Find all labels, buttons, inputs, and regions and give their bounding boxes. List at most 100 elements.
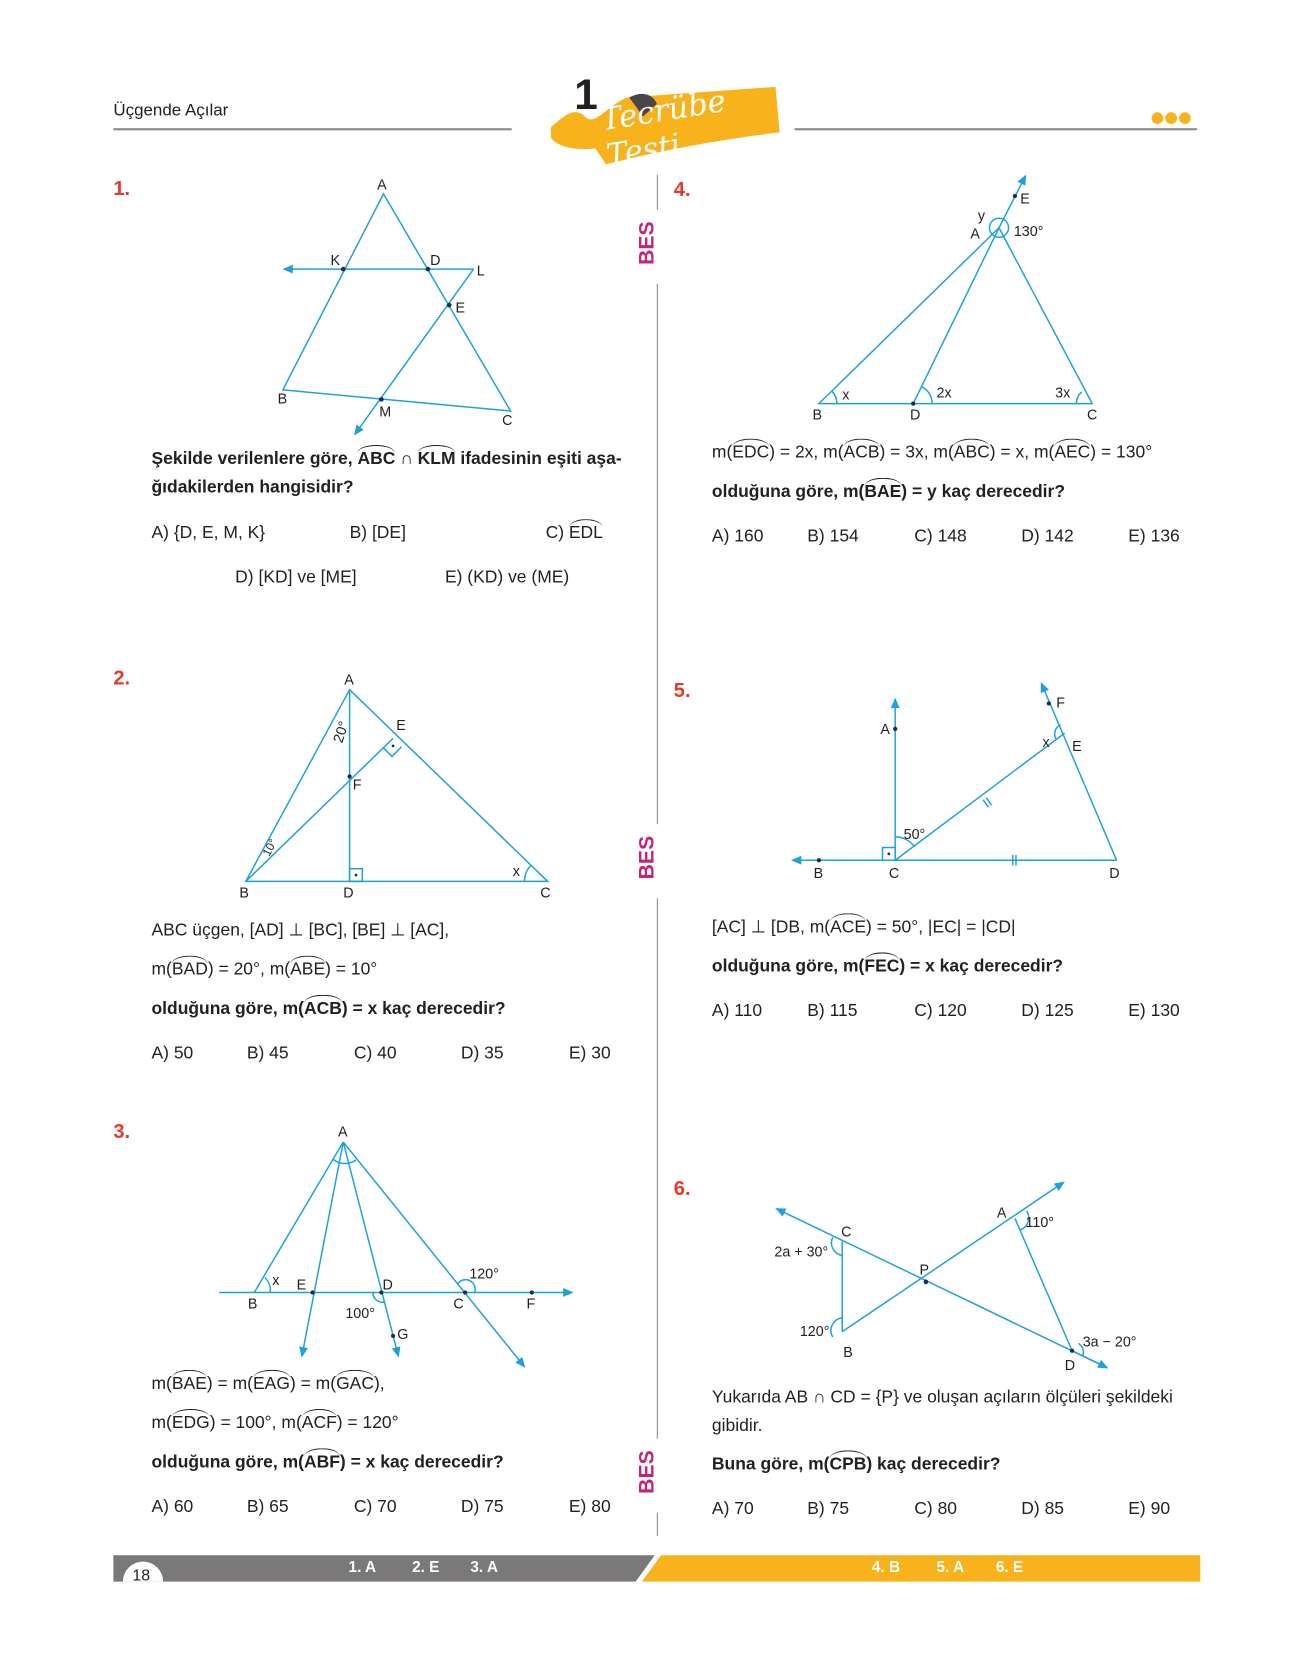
q6-option-e[interactable]: E) 90: [1128, 1499, 1171, 1519]
svg-text:3x: 3x: [1055, 385, 1070, 401]
q6-option-c[interactable]: C) 80: [914, 1499, 958, 1519]
q1-option-a[interactable]: A) {D, E, M, K}: [151, 523, 266, 543]
svg-text:G: G: [397, 1327, 408, 1343]
svg-text:L: L: [477, 263, 485, 279]
svg-text:D: D: [910, 408, 920, 424]
q3-given-1: m(BAE) = m(EAG) = m(GAC),: [151, 1369, 385, 1394]
q5-option-a[interactable]: A) 110: [711, 1001, 763, 1021]
answer-key-1: 1. A: [348, 1559, 377, 1577]
q2-given-2: m(BAD) = 20°, m(ABE) = 10°: [151, 955, 378, 979]
q5-option-d[interactable]: D) 125: [1021, 1001, 1074, 1021]
bes-logo: BES: [636, 824, 673, 899]
q5-question: olduğuna göre, m(FEC) = x kaç derecedir?: [711, 952, 1064, 976]
q4-option-c[interactable]: C) 148: [914, 526, 967, 546]
svg-text:x: x: [842, 387, 849, 403]
question-number: 1.: [113, 177, 131, 201]
svg-text:C: C: [889, 866, 899, 882]
bes-logo: BES: [636, 1438, 673, 1513]
svg-text:D: D: [430, 253, 440, 269]
q3-option-a[interactable]: A) 60: [151, 1496, 194, 1517]
q3-option-b[interactable]: B) 65: [246, 1496, 289, 1517]
svg-text:A: A: [377, 178, 387, 194]
q2-option-c[interactable]: C) 40: [353, 1043, 397, 1063]
svg-text:D: D: [1109, 866, 1119, 882]
q6-option-b[interactable]: B) 75: [807, 1499, 850, 1519]
svg-text:120°: 120°: [469, 1267, 499, 1283]
svg-text:B: B: [278, 392, 288, 408]
q3-option-d[interactable]: D) 75: [460, 1496, 504, 1517]
q5-option-e[interactable]: E) 130: [1128, 1001, 1180, 1021]
svg-text:B: B: [239, 885, 249, 901]
q2-option-e[interactable]: E) 30: [568, 1043, 611, 1063]
q2-given-1: ABC üçgen, [AD] ⊥ [BC], [BE] ⊥ [AC],: [151, 920, 450, 940]
q2-option-d[interactable]: D) 35: [460, 1043, 504, 1063]
svg-text:A: A: [880, 722, 890, 738]
svg-text:2x: 2x: [937, 385, 952, 401]
q4-option-d[interactable]: D) 142: [1021, 526, 1074, 546]
q4-option-b[interactable]: B) 154: [807, 526, 859, 546]
svg-text:E: E: [396, 718, 406, 734]
answer-key-6: 6. E: [995, 1559, 1024, 1577]
q5-option-b[interactable]: B) 115: [807, 1001, 858, 1021]
svg-text:110°: 110°: [1025, 1215, 1054, 1231]
answer-key-4: 4. B: [871, 1559, 901, 1577]
answer-key-2: 2. E: [412, 1559, 440, 1577]
svg-text:A: A: [970, 226, 980, 242]
test-number: 1: [574, 72, 598, 119]
q1-stem: Şekilde verilenlere göre, ABC ∩ KLM ifad…: [151, 444, 622, 469]
q4-option-a[interactable]: A) 160: [711, 526, 764, 546]
q3-option-c[interactable]: C) 70: [353, 1496, 397, 1517]
topic-title: Üçgende Açılar: [113, 101, 229, 120]
q2-option-a[interactable]: A) 50: [151, 1043, 194, 1063]
svg-text:A: A: [997, 1205, 1007, 1221]
svg-text:x: x: [1042, 735, 1049, 751]
svg-text:3a − 20°: 3a − 20°: [1083, 1334, 1137, 1350]
q3-given-2: m(EDG) = 100°, m(ACF) = 120°: [151, 1409, 399, 1433]
page-number: 18: [132, 1566, 151, 1585]
q1-stem-cont: ğıdakilerden hangisidir?: [151, 477, 354, 497]
svg-text:C: C: [841, 1224, 851, 1240]
svg-text:E: E: [456, 301, 466, 317]
svg-text:C: C: [540, 885, 550, 901]
svg-text:D: D: [382, 1277, 392, 1293]
svg-text:C: C: [453, 1296, 463, 1312]
svg-text:K: K: [331, 253, 341, 269]
svg-text:F: F: [527, 1296, 536, 1312]
question-number: 4.: [673, 179, 691, 202]
q3-option-e[interactable]: E) 80: [568, 1496, 611, 1517]
svg-text:120°: 120°: [800, 1324, 830, 1340]
svg-text:C: C: [502, 413, 512, 429]
q5-option-c[interactable]: C) 120: [914, 1001, 967, 1021]
svg-text:A: A: [344, 672, 354, 688]
svg-text:50°: 50°: [904, 827, 926, 843]
q3-figure: Ax E D 120° B 100° C F G: [219, 1125, 574, 1368]
test-logo: 1 Tecrübe Testi: [542, 72, 786, 173]
svg-text:P: P: [920, 1262, 930, 1278]
q1-option-e[interactable]: E) (KD) ve (ME): [444, 567, 570, 587]
q1-option-d[interactable]: D) [KD] ve [ME]: [235, 567, 357, 587]
svg-text:A: A: [338, 1125, 348, 1141]
svg-text:x: x: [513, 864, 520, 880]
q4-option-e[interactable]: E) 136: [1128, 526, 1180, 546]
q1-option-c[interactable]: C) EDL: [545, 519, 604, 543]
svg-text:B: B: [248, 1296, 258, 1312]
question-number: 2.: [113, 667, 131, 690]
svg-text:y: y: [978, 208, 986, 224]
dots-icon: [1151, 110, 1191, 129]
svg-text:20°: 20°: [331, 719, 353, 745]
answer-key-5: 5. A: [936, 1559, 965, 1577]
q1-figure: A K D L E B M C: [278, 178, 512, 436]
svg-text:D: D: [1065, 1358, 1075, 1374]
q6-given-2: gibidir.: [711, 1416, 763, 1436]
svg-text:F: F: [1056, 696, 1065, 712]
q1-option-b[interactable]: B) [DE]: [349, 523, 406, 543]
q5-figure: A F x E 50° B C D: [790, 681, 1120, 882]
q2-option-b[interactable]: B) 45: [246, 1043, 289, 1063]
svg-text:M: M: [379, 404, 391, 420]
q6-option-d[interactable]: D) 85: [1021, 1499, 1065, 1519]
svg-text:100°: 100°: [345, 1306, 375, 1322]
q6-option-a[interactable]: A) 70: [711, 1499, 754, 1519]
svg-text:E: E: [1072, 739, 1082, 755]
q6-question: Buna göre, m(CPB) kaç derecedir?: [711, 1450, 1001, 1474]
